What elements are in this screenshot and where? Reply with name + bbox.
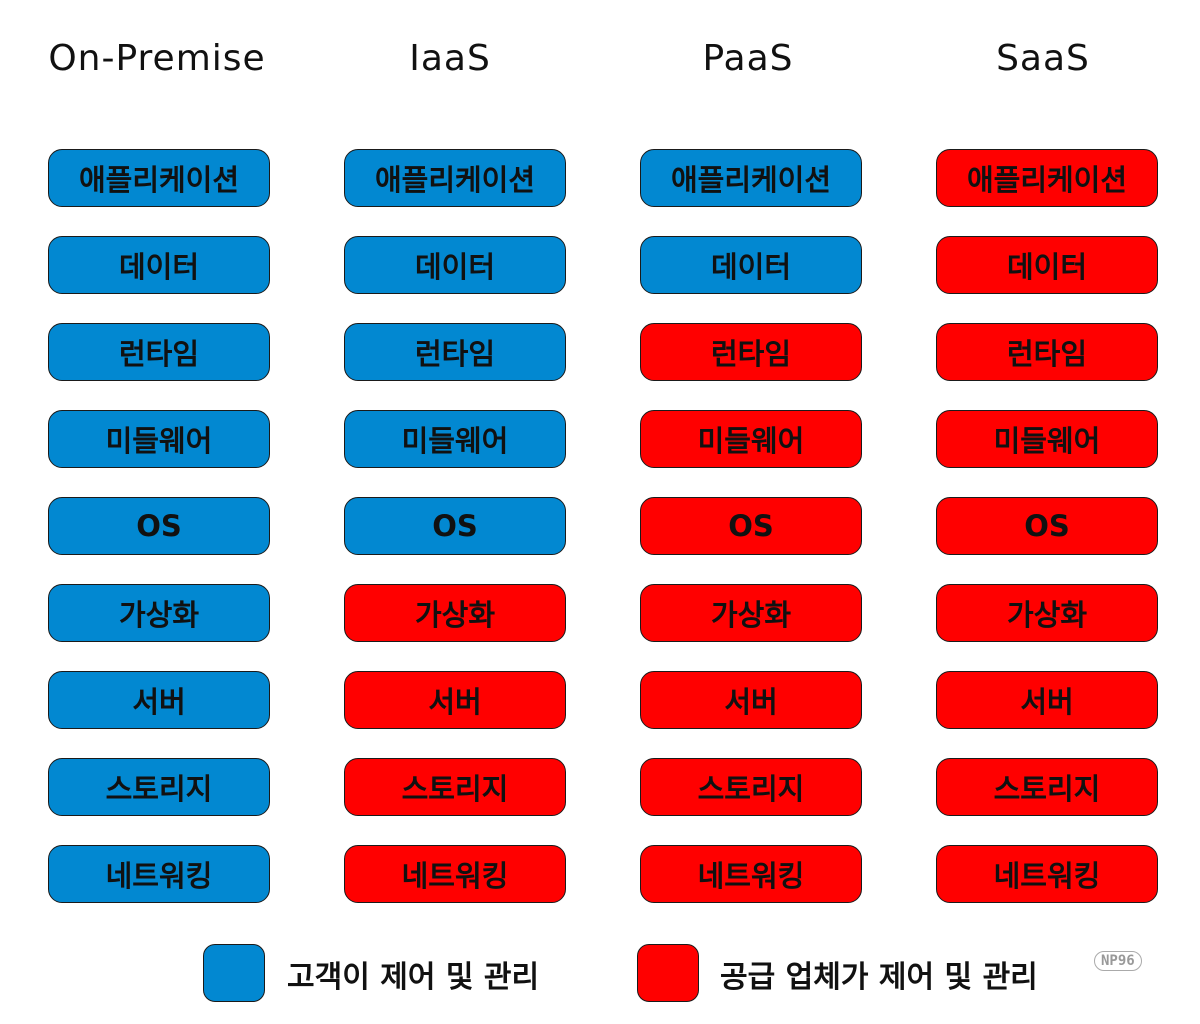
column-header-iaas: IaaS xyxy=(409,38,491,79)
legend-customer-label: 고객이 제어 및 관리 xyxy=(287,960,540,995)
watermark-badge: NP96 xyxy=(1094,951,1142,971)
layer-box-saas-4: 미들웨어 xyxy=(936,410,1158,468)
layer-box-saas-2: 데이터 xyxy=(936,236,1158,294)
layer-box-saas-7: 서버 xyxy=(936,671,1158,729)
column-header-saas: SaaS xyxy=(996,38,1090,79)
column-header-on-premise: On-Premise xyxy=(48,38,266,79)
layer-box-paas-1: 애플리케이션 xyxy=(640,149,862,207)
layer-box-iaas-3: 런타임 xyxy=(344,323,566,381)
layer-box-on-premise-6: 가상화 xyxy=(48,584,270,642)
layer-box-paas-2: 데이터 xyxy=(640,236,862,294)
layer-box-saas-8: 스토리지 xyxy=(936,758,1158,816)
layer-box-paas-3: 런타임 xyxy=(640,323,862,381)
layer-box-on-premise-1: 애플리케이션 xyxy=(48,149,270,207)
column-header-paas: PaaS xyxy=(702,38,794,79)
layer-box-iaas-4: 미들웨어 xyxy=(344,410,566,468)
layer-box-saas-1: 애플리케이션 xyxy=(936,149,1158,207)
layer-box-on-premise-7: 서버 xyxy=(48,671,270,729)
layer-box-on-premise-3: 런타임 xyxy=(48,323,270,381)
layer-box-saas-5: OS xyxy=(936,497,1158,555)
layer-box-paas-8: 스토리지 xyxy=(640,758,862,816)
layer-box-on-premise-4: 미들웨어 xyxy=(48,410,270,468)
legend-customer-swatch xyxy=(203,944,265,1002)
legend-provider-label: 공급 업체가 제어 및 관리 xyxy=(720,960,1038,995)
layer-box-paas-9: 네트워킹 xyxy=(640,845,862,903)
layer-box-saas-9: 네트워킹 xyxy=(936,845,1158,903)
layer-box-iaas-2: 데이터 xyxy=(344,236,566,294)
layer-box-paas-5: OS xyxy=(640,497,862,555)
layer-box-on-premise-2: 데이터 xyxy=(48,236,270,294)
layer-box-paas-4: 미들웨어 xyxy=(640,410,862,468)
layer-box-iaas-7: 서버 xyxy=(344,671,566,729)
layer-box-paas-6: 가상화 xyxy=(640,584,862,642)
layer-box-on-premise-5: OS xyxy=(48,497,270,555)
layer-box-saas-6: 가상화 xyxy=(936,584,1158,642)
layer-box-saas-3: 런타임 xyxy=(936,323,1158,381)
layer-box-iaas-8: 스토리지 xyxy=(344,758,566,816)
layer-box-iaas-6: 가상화 xyxy=(344,584,566,642)
legend-provider-swatch xyxy=(637,944,699,1002)
layer-box-iaas-9: 네트워킹 xyxy=(344,845,566,903)
layer-box-paas-7: 서버 xyxy=(640,671,862,729)
layer-box-on-premise-8: 스토리지 xyxy=(48,758,270,816)
layer-box-iaas-5: OS xyxy=(344,497,566,555)
layer-box-on-premise-9: 네트워킹 xyxy=(48,845,270,903)
layer-box-iaas-1: 애플리케이션 xyxy=(344,149,566,207)
